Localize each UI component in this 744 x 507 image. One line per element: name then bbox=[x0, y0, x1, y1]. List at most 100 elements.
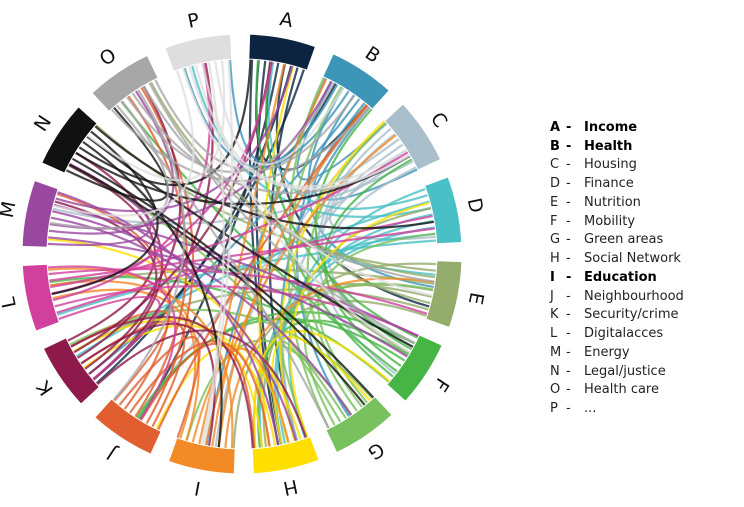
chord-ribbon bbox=[55, 214, 434, 314]
legend-item-b: B - Health bbox=[550, 137, 684, 156]
legend-dash: - bbox=[566, 157, 571, 173]
segment-arc-o bbox=[91, 54, 159, 113]
legend-dash: - bbox=[566, 269, 572, 285]
legend-item-o: O - Health care bbox=[550, 381, 684, 400]
legend-dash: - bbox=[566, 213, 571, 229]
chord-ribbon bbox=[335, 207, 432, 305]
legend-label: Education bbox=[584, 269, 657, 285]
chord-ribbon bbox=[267, 61, 429, 210]
segment-label-c: C bbox=[426, 108, 452, 131]
legend-item-h: H - Social Network bbox=[550, 249, 684, 268]
legend-item-p: P -... bbox=[550, 399, 684, 418]
chord-ribbon bbox=[48, 227, 436, 282]
legend-label: ... bbox=[584, 401, 597, 417]
legend-dash: - bbox=[566, 119, 572, 135]
segment-arc-b bbox=[322, 53, 390, 110]
legend-label: Housing bbox=[584, 157, 637, 173]
legend-item-k: K - Security/crime bbox=[550, 306, 684, 325]
legend: A - Income B - Health C - Housing D - Finance E - Nutr… bbox=[550, 118, 684, 418]
segment-label-i: I bbox=[193, 476, 203, 499]
chord-ribbon bbox=[68, 163, 366, 406]
chord-ribbon bbox=[50, 216, 298, 442]
chord-ribbon bbox=[94, 125, 435, 230]
segment-label-b: B bbox=[361, 42, 384, 68]
segment-label-d: D bbox=[463, 196, 488, 215]
legend-code: D bbox=[550, 176, 561, 192]
chord-ribbon bbox=[182, 67, 433, 297]
legend-item-j: J - Neighbourhood bbox=[550, 287, 684, 306]
legend-code: K bbox=[550, 307, 559, 323]
chord-ribbon bbox=[138, 62, 280, 421]
chord-ribbon bbox=[202, 59, 234, 446]
chord-ribbon bbox=[115, 104, 330, 430]
segment-label-a: A bbox=[278, 8, 295, 32]
legend-dash: - bbox=[566, 288, 571, 304]
chord-ribbon bbox=[71, 157, 375, 399]
legend-label: Neighbourhood bbox=[584, 288, 684, 304]
chord-ribbon bbox=[86, 59, 226, 182]
chord-ribbon bbox=[224, 277, 436, 449]
legend-dash: - bbox=[566, 363, 571, 379]
chord-ribbon bbox=[69, 315, 254, 449]
segment-arc-g bbox=[325, 395, 393, 454]
chord-ribbon bbox=[255, 59, 395, 378]
chord-ribbon bbox=[52, 69, 195, 217]
chord-ribbon bbox=[191, 347, 290, 444]
legend-item-c: C - Housing bbox=[550, 156, 684, 175]
chord-ribbon bbox=[70, 310, 170, 402]
chord-ribbon bbox=[188, 65, 411, 191]
legend-code: J bbox=[550, 288, 554, 304]
segment-arc-c bbox=[383, 103, 442, 171]
segment-arc-j bbox=[94, 398, 162, 455]
segment-arc-f bbox=[386, 334, 443, 402]
legend-label: Income bbox=[584, 119, 638, 135]
legend-label: Security/crime bbox=[584, 307, 679, 323]
chord-ribbon bbox=[56, 239, 437, 316]
legend-dash: - bbox=[566, 138, 572, 154]
legend-code: I bbox=[550, 269, 555, 285]
legend-item-d: D - Finance bbox=[550, 174, 684, 193]
legend-code: F bbox=[550, 213, 558, 229]
segment-arc-p bbox=[164, 33, 233, 72]
chord-ribbon bbox=[53, 284, 420, 337]
chord-ribbon bbox=[200, 61, 225, 446]
legend-code: G bbox=[550, 232, 561, 248]
segment-arc-i bbox=[167, 437, 236, 475]
chord-ribbon bbox=[306, 121, 387, 409]
chord-ribbon bbox=[194, 64, 408, 188]
segment-label-f: F bbox=[429, 374, 453, 395]
legend-label: Health bbox=[584, 138, 633, 154]
segment-label-j: J bbox=[103, 442, 121, 464]
segment-arc-a bbox=[248, 33, 317, 71]
legend-label: Mobility bbox=[584, 213, 636, 229]
legend-code: P bbox=[550, 401, 558, 417]
segment-label-k: K bbox=[32, 376, 58, 399]
segment-arc-h bbox=[251, 436, 320, 475]
segment-arc-k bbox=[42, 337, 101, 405]
legend-label: Energy bbox=[584, 344, 630, 360]
legend-dash: - bbox=[566, 251, 571, 267]
legend-label: Digitalacces bbox=[584, 326, 664, 342]
legend-code: B bbox=[550, 138, 560, 154]
legend-label: Finance bbox=[584, 176, 634, 192]
legend-label: Legal/justice bbox=[584, 363, 666, 379]
segment-arc-m bbox=[21, 179, 59, 248]
chord-ribbon bbox=[330, 282, 433, 355]
chord-ribbon bbox=[204, 133, 397, 446]
legend-code: M bbox=[550, 344, 562, 360]
chord-ribbon bbox=[118, 336, 201, 439]
legend-code: H bbox=[550, 251, 560, 267]
segment-arc-n bbox=[41, 106, 98, 174]
segment-label-h: H bbox=[281, 475, 299, 499]
legend-dash: - bbox=[566, 194, 571, 210]
segment-arc-e bbox=[425, 260, 463, 329]
legend-item-n: N - Legal/justice bbox=[550, 362, 684, 381]
chord-ribbon bbox=[148, 81, 416, 345]
chord-ribbon bbox=[47, 236, 409, 358]
segment-label-o: O bbox=[96, 44, 121, 71]
segment-arcs bbox=[21, 33, 463, 475]
segment-label-n: N bbox=[30, 112, 56, 136]
legend-code: C bbox=[550, 157, 560, 173]
legend-dash: - bbox=[566, 232, 571, 248]
legend-label: Nutrition bbox=[584, 194, 641, 210]
